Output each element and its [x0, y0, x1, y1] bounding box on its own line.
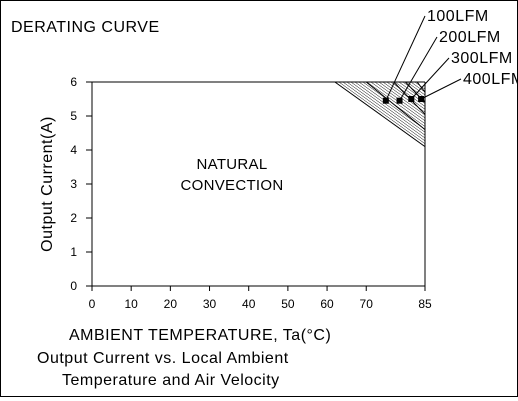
y-tick-label: 5: [70, 109, 77, 123]
y-tick-label: 1: [70, 245, 77, 259]
hatch-line: [342, 81, 426, 142]
x-tick-label: 20: [164, 297, 178, 311]
hatch-line: [406, 81, 426, 96]
y-tick-label: 2: [70, 211, 77, 225]
hatch-line: [366, 81, 426, 124]
legend-label-200lfm: 200LFM: [439, 29, 501, 46]
caption-line-1: Output Current vs. Local Ambient: [37, 350, 289, 367]
x-tick-label: 40: [242, 297, 256, 311]
annotation-convection: CONVECTION: [180, 177, 283, 194]
x-axis-label: AMBIENT TEMPERATURE, Ta(°C): [69, 327, 331, 344]
legend-labels: 100LFM 200LFM 300LFM 400LFM: [427, 8, 518, 88]
y-axis-ticks: 0 1 2 3 4 5 6: [70, 75, 92, 293]
legend-label-400lfm: 400LFM: [463, 71, 517, 88]
hatch-line: [346, 81, 426, 139]
y-tick-label: 0: [70, 279, 77, 293]
curve-400lfm: [416, 81, 426, 93]
marker-300lfm: [408, 96, 415, 102]
leader-300lfm: [410, 57, 450, 100]
x-tick-label: 50: [281, 297, 295, 311]
derating-hatch-region: [338, 81, 426, 144]
marker-200lfm: [396, 97, 403, 104]
x-tick-label: 60: [320, 297, 334, 311]
legend-label-300lfm: 300LFM: [451, 50, 513, 67]
data-markers: [382, 96, 425, 104]
hatch-line: [386, 81, 426, 110]
hatch-line: [354, 81, 426, 133]
chart-title: DERATING CURVE: [11, 19, 160, 36]
x-tick-label: 70: [360, 297, 374, 311]
y-tick-label: 4: [70, 143, 77, 157]
curve-100lfm: [365, 81, 426, 130]
y-tick-label: 3: [70, 177, 77, 191]
hatch-line: [390, 81, 426, 107]
x-tick-label: 85: [418, 297, 432, 311]
leader-400lfm: [420, 78, 462, 100]
curve-natural-convection: [334, 81, 426, 148]
hatch-line: [338, 81, 426, 144]
derating-curves: [334, 81, 426, 148]
legend-label-100lfm: 100LFM: [427, 8, 489, 25]
marker-100lfm: [382, 97, 389, 104]
marker-400lfm: [418, 96, 425, 102]
hatch-line: [402, 81, 426, 99]
x-tick-label: 10: [124, 297, 138, 311]
x-tick-label: 30: [203, 297, 217, 311]
x-tick-label: 0: [89, 297, 96, 311]
caption-line-2: Temperature and Air Velocity: [62, 372, 280, 389]
y-axis-label: Output Current(A): [39, 116, 56, 252]
leader-100lfm: [385, 15, 426, 101]
hatch-line: [350, 81, 426, 136]
annotation-natural: NATURAL: [197, 156, 268, 173]
y-tick-label: 6: [70, 75, 77, 89]
hatch-line: [410, 81, 426, 93]
x-axis-ticks: 0 10 20 30 40 50 60 70 85: [89, 286, 432, 311]
hatch-line: [358, 81, 426, 130]
